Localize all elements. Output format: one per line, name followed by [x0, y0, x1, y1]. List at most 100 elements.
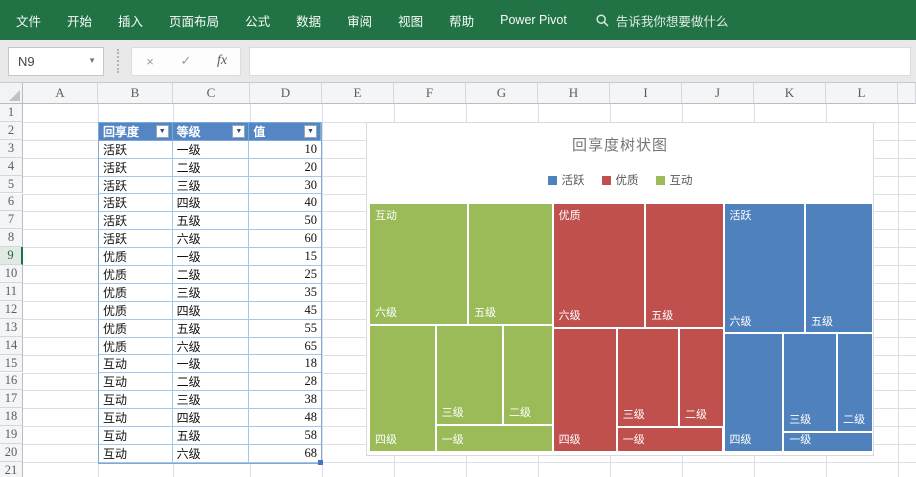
table-cell[interactable]: 活跃 [99, 194, 173, 213]
row-header-2[interactable]: 2 [0, 121, 23, 140]
table-cell[interactable]: 优质 [99, 301, 173, 320]
table-cell[interactable]: 活跃 [99, 158, 173, 177]
cancel-icon[interactable]: × [146, 53, 154, 69]
table-cell[interactable]: 58 [249, 427, 321, 445]
formula-input[interactable] [249, 46, 911, 76]
column-header-K[interactable]: K [754, 83, 826, 104]
column-header-J[interactable]: J [682, 83, 754, 104]
table-cell[interactable]: 55 [249, 320, 321, 338]
treemap-cell-二级[interactable]: 二级 [679, 327, 724, 428]
row-header-17[interactable]: 17 [0, 390, 23, 409]
table-cell[interactable]: 30 [249, 177, 321, 195]
column-header-E[interactable]: E [322, 83, 394, 104]
row-header-16[interactable]: 16 [0, 372, 23, 391]
table-header-2[interactable]: 等级 ▼ [172, 122, 250, 141]
table-cell[interactable]: 50 [249, 212, 321, 231]
row-header-6[interactable]: 6 [0, 193, 23, 212]
table-cell[interactable]: 三级 [172, 391, 250, 410]
filter-dropdown-icon[interactable]: ▼ [304, 124, 317, 138]
legend-item-活跃[interactable]: 活跃 [547, 172, 585, 188]
table-cell[interactable]: 六级 [172, 444, 250, 463]
table-cell[interactable]: 五级 [172, 212, 250, 231]
table-cell[interactable]: 活跃 [99, 212, 173, 231]
table-resize-handle[interactable] [318, 459, 323, 465]
enter-icon[interactable]: ✓ [180, 53, 192, 68]
separator-grip[interactable] [117, 49, 119, 73]
row-header-7[interactable]: 7 [0, 211, 23, 230]
table-cell[interactable]: 45 [249, 302, 321, 320]
table-cell[interactable]: 18 [249, 355, 321, 374]
row-header-3[interactable]: 3 [0, 139, 23, 158]
legend-item-优质[interactable]: 优质 [601, 172, 639, 188]
row-header-14[interactable]: 14 [0, 336, 23, 355]
ribbon-tab-9[interactable]: 帮助 [449, 14, 475, 29]
table-cell[interactable]: 25 [249, 266, 321, 284]
ribbon-tab-7[interactable]: 审阅 [347, 14, 373, 29]
treemap-cell-一级[interactable]: 一级 [783, 432, 873, 452]
table-cell[interactable]: 15 [249, 248, 321, 267]
table-cell[interactable]: 三级 [172, 176, 250, 195]
column-header-A[interactable]: A [23, 83, 98, 104]
column-header-B[interactable]: B [98, 83, 173, 104]
treemap-chart[interactable]: 回享度树状图 活跃 优质 互动 互动 六级 五级 四级 三级 二级 一级 优质 六级 五级 四级 三级 二级… [366, 122, 874, 456]
table-cell[interactable]: 48 [249, 409, 321, 428]
table-cell[interactable]: 互动 [99, 373, 173, 392]
column-header-C[interactable]: C [173, 83, 250, 104]
ribbon-tab-5[interactable]: 公式 [245, 14, 271, 29]
row-header-13[interactable]: 13 [0, 318, 23, 337]
column-header-partial[interactable] [898, 83, 916, 104]
ribbon-tab-3[interactable]: 插入 [118, 14, 144, 29]
treemap-cell-一级[interactable]: 一级 [435, 424, 553, 452]
row-header-9[interactable]: 9 [0, 247, 23, 266]
treemap-cell-活跃-六级[interactable]: 活跃 六级 [723, 203, 806, 334]
legend-item-互动[interactable]: 互动 [655, 172, 693, 188]
treemap-cell-一级[interactable]: 一级 [616, 427, 724, 452]
ribbon-tab-4[interactable]: 页面布局 [169, 14, 220, 29]
table-cell[interactable]: 互动 [99, 391, 173, 410]
row-header-15[interactable]: 15 [0, 354, 23, 373]
table-cell[interactable]: 68 [249, 445, 321, 463]
ribbon-tab-2[interactable]: 开始 [67, 14, 93, 29]
table-cell[interactable]: 互动 [99, 355, 173, 374]
table-cell[interactable]: 互动 [99, 444, 173, 463]
treemap-cell-优质-六级[interactable]: 优质 六级 [552, 203, 646, 328]
table-cell[interactable]: 二级 [172, 373, 250, 392]
column-header-G[interactable]: G [466, 83, 538, 104]
table-cell[interactable]: 优质 [99, 337, 173, 356]
row-header-12[interactable]: 12 [0, 300, 23, 319]
row-header-20[interactable]: 20 [0, 444, 23, 462]
table-cell[interactable]: 互动 [99, 409, 173, 428]
table-cell[interactable]: 六级 [172, 337, 250, 356]
row-header-11[interactable]: 11 [0, 283, 23, 301]
treemap-cell-四级[interactable]: 四级 [369, 324, 436, 452]
treemap-cell-五级[interactable]: 五级 [805, 203, 873, 334]
ribbon-tab-10[interactable]: Power Pivot [500, 13, 567, 27]
column-header-H[interactable]: H [538, 83, 610, 104]
tell-me-search[interactable]: 告诉我你想要做什么 [596, 11, 728, 30]
row-header-8[interactable]: 8 [0, 229, 23, 248]
column-header-L[interactable]: L [826, 83, 898, 104]
row-header-18[interactable]: 18 [0, 408, 23, 427]
table-cell[interactable]: 优质 [99, 248, 173, 267]
table-cell[interactable]: 四级 [172, 409, 250, 428]
ribbon-tab-1[interactable]: 文件 [16, 14, 42, 29]
treemap-cell-四级[interactable]: 四级 [552, 327, 617, 452]
table-header-1[interactable]: 回享度 ▼ [99, 122, 173, 141]
treemap-cell-三级[interactable]: 三级 [616, 327, 679, 428]
table-cell[interactable]: 20 [249, 159, 321, 177]
table-cell[interactable]: 65 [249, 338, 321, 356]
treemap-cell-互动-六级[interactable]: 互动 六级 [369, 203, 469, 325]
table-cell[interactable]: 五级 [172, 427, 250, 445]
treemap-cell-四级[interactable]: 四级 [723, 333, 784, 452]
filter-dropdown-icon[interactable]: ▼ [232, 124, 246, 138]
row-header-21[interactable]: 21 [0, 462, 23, 477]
ribbon-tab-6[interactable]: 数据 [296, 14, 322, 29]
ribbon-tab-8[interactable]: 视图 [398, 14, 424, 29]
select-all-corner[interactable] [0, 83, 23, 104]
row-header-5[interactable]: 5 [0, 175, 23, 194]
table-cell[interactable]: 10 [249, 141, 321, 159]
table-cell[interactable]: 六级 [172, 230, 250, 249]
table-cell[interactable]: 二级 [172, 266, 250, 284]
table-cell[interactable]: 优质 [99, 283, 173, 302]
table-cell[interactable]: 优质 [99, 319, 173, 338]
